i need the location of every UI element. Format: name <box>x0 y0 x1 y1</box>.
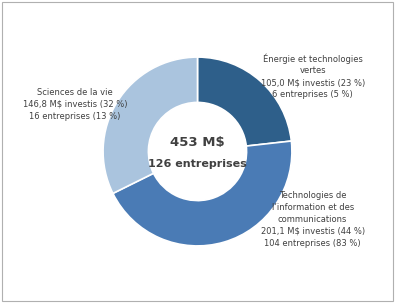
Text: Sciences de la vie
146,8 M$ investis (32 %)
16 entreprises (13 %): Sciences de la vie 146,8 M$ investis (32… <box>23 88 127 121</box>
Wedge shape <box>198 57 292 146</box>
Wedge shape <box>103 57 198 193</box>
Text: 453 M$: 453 M$ <box>170 135 225 148</box>
Wedge shape <box>113 141 292 246</box>
Text: Énergie et technologies
vertes
105,0 M$ investis (23 %)
6 entreprises (5 %): Énergie et technologies vertes 105,0 M$ … <box>261 53 365 99</box>
Text: Technologies de
l’information et des
communications
201,1 M$ investis (44 %)
104: Technologies de l’information et des com… <box>261 191 365 248</box>
Text: 126 entreprises: 126 entreprises <box>148 159 247 169</box>
